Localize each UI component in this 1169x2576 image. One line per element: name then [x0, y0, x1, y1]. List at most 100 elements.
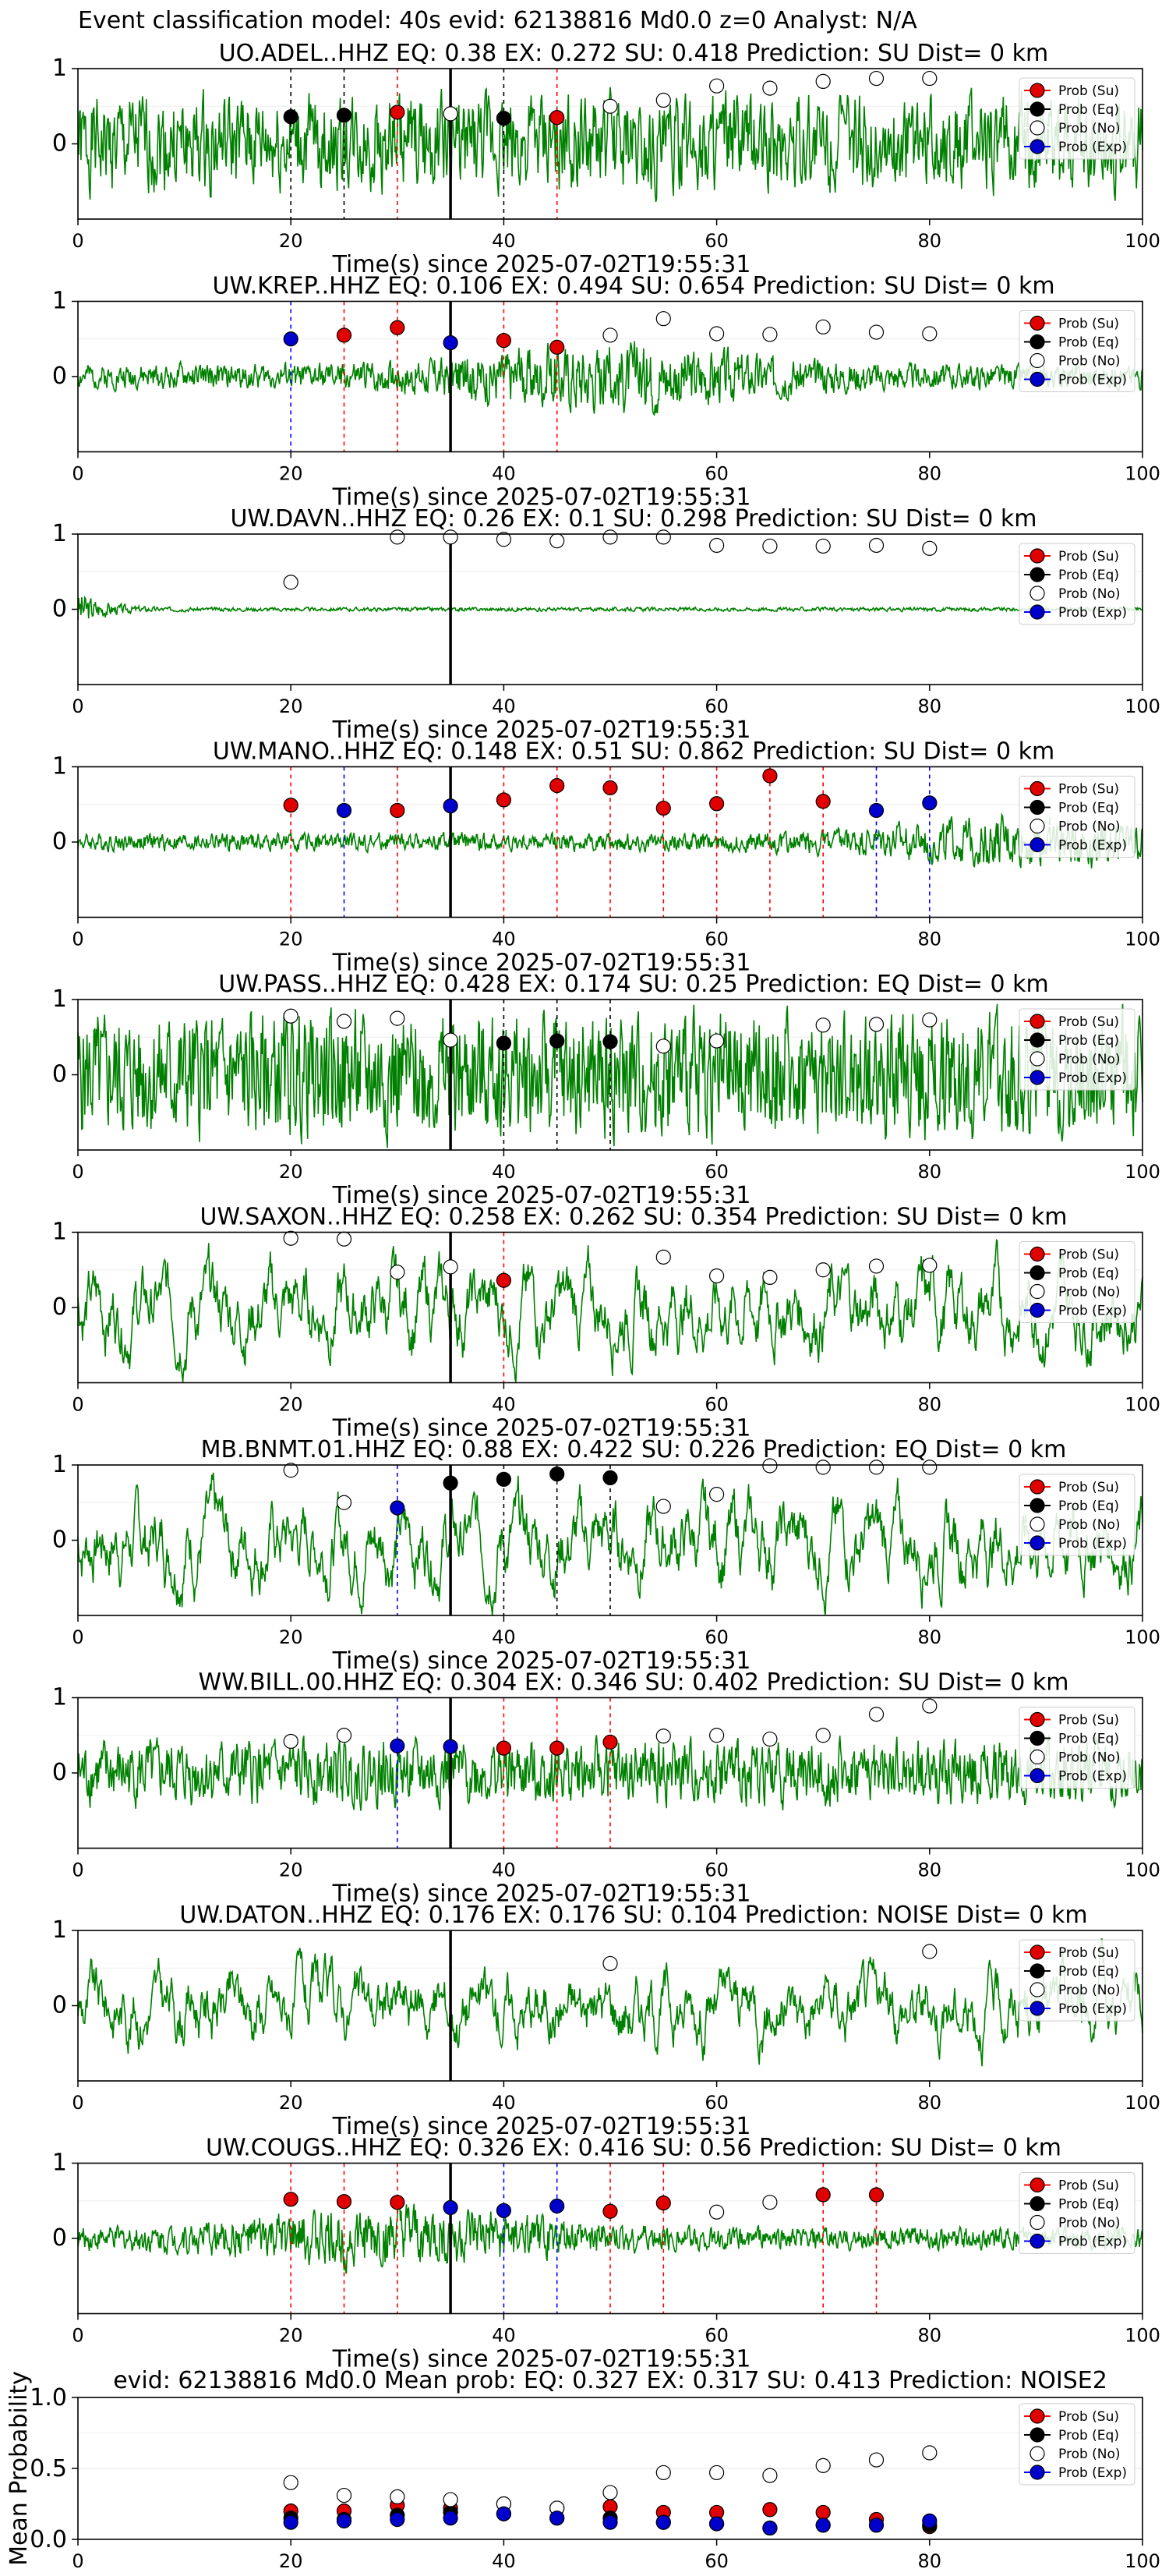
legend-label-exp: Prob (Exp): [1058, 373, 1127, 388]
mean-marker-no: [868, 2452, 885, 2468]
prob-marker-no: [922, 326, 938, 341]
legend-label-exp: Prob (Exp): [1058, 605, 1127, 621]
x-tick-label: 100: [1125, 1394, 1160, 1416]
legend-label-no: Prob (No): [1058, 1517, 1121, 1533]
legend-label-eq: Prob (Eq): [1058, 335, 1119, 351]
prob-marker-exp: [868, 802, 885, 819]
x-axis-label: Time(s) since 2025-07-02T19:55:31: [332, 1415, 751, 1442]
prob-marker-no: [283, 1463, 298, 1478]
legend-marker-eq: [1029, 2427, 1045, 2443]
prob-marker-exp: [443, 798, 458, 814]
prob-marker-su: [496, 792, 512, 808]
prob-marker-no: [762, 538, 778, 554]
prob-marker-no: [868, 70, 885, 87]
x-tick-label: 60: [705, 2550, 729, 2572]
y-tick-label: 1: [52, 288, 67, 315]
y-tick-label: 1: [52, 1916, 67, 1944]
panel-10: UW.COUGS..HHZ EQ: 0.326 EX: 0.416 SU: 0.…: [52, 2135, 1160, 2373]
x-tick-label: 20: [279, 2325, 303, 2347]
legend-marker-eq: [1029, 1032, 1045, 1048]
x-axis-label: Time(s) since 2025-07-02T19:55:31: [332, 950, 751, 977]
legend-marker-eq: [1029, 1963, 1045, 1979]
legend-label-exp: Prob (Exp): [1058, 140, 1127, 155]
panel-8: WW.BILL.00.HHZ EQ: 0.304 EX: 0.346 SU: 0…: [52, 1669, 1160, 1908]
panel-2: UW.KREP..HHZ EQ: 0.106 EX: 0.494 SU: 0.6…: [52, 273, 1160, 511]
prob-marker-no: [868, 1460, 885, 1475]
legend-marker-no: [1029, 1749, 1045, 1765]
legend-marker-exp: [1029, 1302, 1045, 1318]
legend-label-eq: Prob (Eq): [1058, 1964, 1119, 1980]
prob-marker-no: [336, 1014, 352, 1029]
legend-box: [1019, 310, 1135, 392]
prob-marker-no: [815, 1017, 831, 1033]
x-tick-label: 40: [492, 2325, 516, 2347]
prob-marker-exp: [496, 2203, 512, 2218]
x-tick-label: 0: [72, 2092, 83, 2114]
x-tick-label: 60: [705, 463, 729, 485]
x-tick-label: 0: [72, 1626, 83, 1648]
prob-marker-no: [390, 1010, 405, 1026]
x-tick-label: 20: [279, 1161, 303, 1183]
y-tick-label: 0.5: [30, 2455, 67, 2482]
prob-marker-no: [708, 326, 725, 341]
prob-marker-no: [922, 540, 938, 556]
prob-marker-no: [443, 1259, 458, 1275]
mean-marker-no: [283, 2475, 298, 2490]
x-tick-label: 20: [279, 1394, 303, 1416]
legend-label-no: Prob (No): [1058, 819, 1121, 835]
prob-marker-su: [655, 2196, 671, 2211]
y-tick-label: 0: [52, 1061, 67, 1088]
legend-box: [1019, 2172, 1135, 2254]
prob-marker-no: [336, 1728, 352, 1743]
legend-marker-su: [1029, 1944, 1045, 1960]
prob-marker-su: [336, 2194, 352, 2210]
x-tick-label: 0: [72, 695, 83, 717]
prob-marker-su: [655, 800, 671, 816]
mean-marker-no: [655, 2465, 671, 2481]
legend-label-su: Prob (Su): [1058, 2409, 1119, 2425]
mean-marker-no: [390, 2489, 405, 2504]
panel-4: UW.MANO..HHZ EQ: 0.148 EX: 0.51 SU: 0.86…: [52, 738, 1160, 977]
x-tick-label: 60: [705, 1626, 729, 1648]
prob-marker-su: [283, 2192, 298, 2207]
legend-label-no: Prob (No): [1058, 1983, 1121, 1998]
y-tick-label: 0: [52, 1759, 67, 1786]
x-tick-label: 80: [918, 1859, 942, 1881]
legend-marker-su: [1029, 1479, 1045, 1495]
prob-marker-no: [655, 1729, 671, 1744]
x-tick-label: 60: [705, 2325, 729, 2347]
y-tick-label: 1: [52, 1219, 67, 1246]
x-tick-label: 60: [705, 695, 729, 717]
x-tick-label: 40: [492, 1394, 516, 1416]
prob-marker-no: [655, 311, 671, 327]
legend-marker-eq: [1029, 2196, 1045, 2212]
panel-6: UW.SAXON..HHZ EQ: 0.258 EX: 0.262 SU: 0.…: [52, 1204, 1160, 1442]
legend-box: [1019, 1707, 1135, 1789]
mean-marker-exp: [762, 2520, 778, 2536]
mean-marker-no: [922, 2445, 938, 2461]
panel-mean: evid: 62138816 Md0.0 Mean prob: EQ: 0.32…: [5, 2367, 1160, 2572]
panel-9: UW.DATON..HHZ EQ: 0.176 EX: 0.176 SU: 0.…: [52, 1902, 1160, 2140]
prob-marker-no: [602, 98, 618, 114]
panel-5: UW.PASS..HHZ EQ: 0.428 EX: 0.174 SU: 0.2…: [52, 971, 1160, 1209]
x-tick-label: 80: [918, 695, 942, 717]
legend-marker-su: [1029, 2408, 1045, 2424]
prob-marker-no: [443, 1032, 458, 1048]
x-tick-label: 80: [918, 1626, 942, 1648]
panel-title: UW.KREP..HHZ EQ: 0.106 EX: 0.494 SU: 0.6…: [212, 273, 1054, 300]
prob-marker-su: [815, 2187, 831, 2203]
prob-marker-no: [655, 529, 671, 545]
legend-label-no: Prob (No): [1058, 121, 1121, 136]
mean-marker-exp: [868, 2518, 885, 2533]
panel-title: UW.DAVN..HHZ EQ: 0.26 EX: 0.1 SU: 0.298 …: [230, 505, 1037, 533]
prob-marker-su: [602, 2203, 618, 2219]
x-tick-label: 60: [705, 1161, 729, 1183]
prob-marker-no: [815, 538, 831, 554]
x-tick-label: 80: [918, 2092, 942, 2114]
legend-marker-no: [1029, 352, 1045, 369]
legend-marker-no: [1029, 2446, 1045, 2461]
prob-marker-no: [283, 1733, 298, 1750]
x-tick-label: 40: [492, 2550, 516, 2572]
legend-label-eq: Prob (Eq): [1058, 568, 1119, 583]
prob-marker-eq: [549, 1033, 565, 1049]
